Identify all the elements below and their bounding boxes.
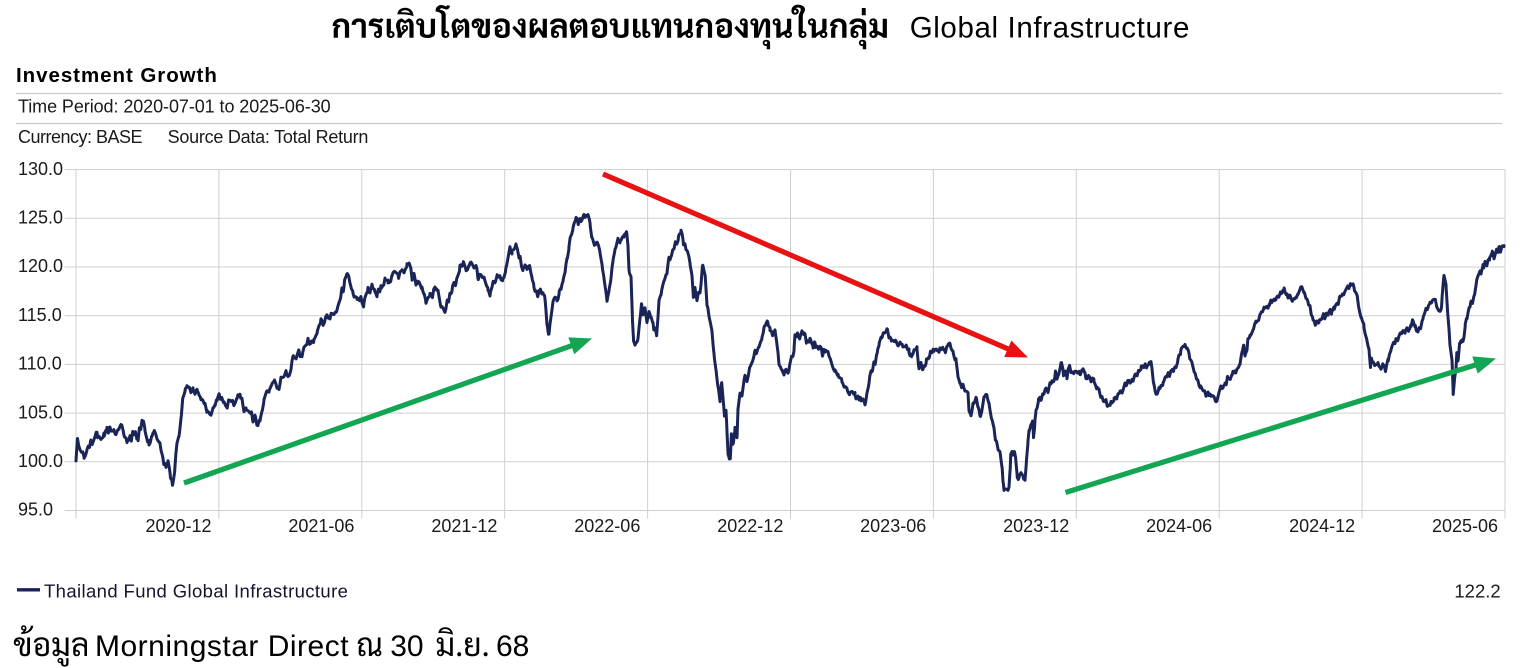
- svg-text:130.0: 130.0: [18, 159, 63, 179]
- svg-text:2022-12: 2022-12: [717, 516, 783, 536]
- svg-text:2024-06: 2024-06: [1146, 516, 1212, 536]
- svg-text:122.2: 122.2: [1454, 581, 1500, 602]
- svg-text:125.0: 125.0: [18, 208, 63, 228]
- svg-text:2023-06: 2023-06: [860, 516, 926, 536]
- svg-text:2024-12: 2024-12: [1289, 516, 1355, 536]
- svg-text:2021-06: 2021-06: [288, 516, 354, 536]
- svg-text:100.0: 100.0: [18, 451, 63, 471]
- svg-text:30: 30: [390, 630, 423, 663]
- svg-text:110.0: 110.0: [18, 354, 62, 374]
- svg-text:2020-12: 2020-12: [145, 516, 211, 536]
- svg-text:68: 68: [496, 630, 529, 663]
- svg-text:2025-06: 2025-06: [1432, 516, 1498, 536]
- svg-text:115.0: 115.0: [18, 305, 62, 325]
- svg-text:Morningstar Direct: Morningstar Direct: [95, 630, 349, 663]
- svg-text:105.0: 105.0: [18, 402, 63, 422]
- svg-text:Thailand Fund Global Infrastru: Thailand Fund Global Infrastructure: [44, 581, 348, 602]
- svg-text:120.0: 120.0: [18, 256, 63, 276]
- svg-text:Investment Growth: Investment Growth: [16, 64, 218, 87]
- svg-text:Currency: BASE: Currency: BASE: [18, 127, 143, 147]
- svg-text:2021-12: 2021-12: [431, 516, 497, 536]
- svg-text:2022-06: 2022-06: [574, 516, 640, 536]
- svg-text:2023-12: 2023-12: [1003, 516, 1069, 536]
- svg-text:Time Period: 2020-07-01 to 202: Time Period: 2020-07-01 to 2025-06-30: [18, 96, 331, 116]
- svg-text:Global Infrastructure: Global Infrastructure: [910, 12, 1190, 45]
- svg-text:Source Data: Total Return: Source Data: Total Return: [168, 127, 369, 147]
- svg-text:95.0: 95.0: [18, 500, 53, 520]
